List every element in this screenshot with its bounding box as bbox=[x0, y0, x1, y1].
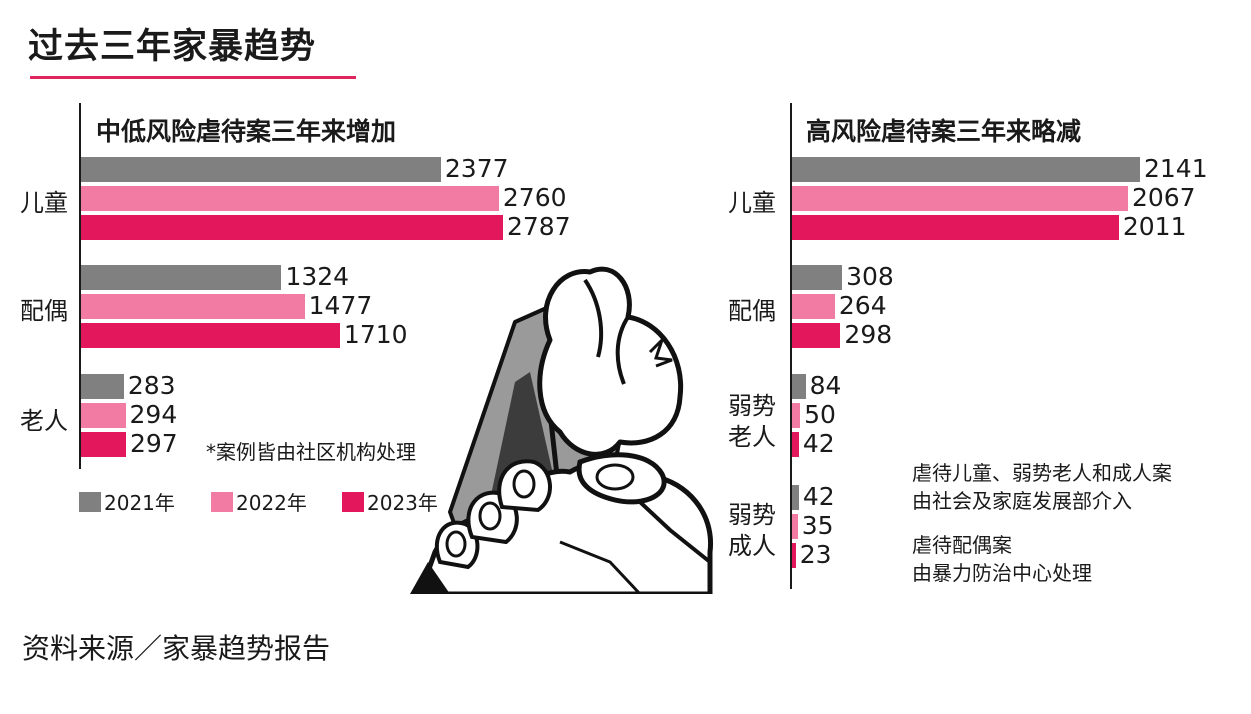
legend-swatch bbox=[211, 491, 233, 512]
bar-value-label: 42 bbox=[802, 429, 835, 458]
agency-note-line: 虐待配偶案 bbox=[912, 533, 1012, 557]
bar-2021-4 bbox=[792, 485, 799, 510]
page-title: 过去三年家暴趋势 bbox=[28, 27, 317, 67]
bar-value-label: 84 bbox=[809, 371, 842, 400]
bar-2021-1 bbox=[792, 157, 1140, 182]
bar-2022-2 bbox=[81, 294, 305, 319]
right-category-label-line: 弱势 bbox=[728, 501, 776, 529]
right-category-label-line: 老人 bbox=[728, 423, 776, 451]
bar-value-label: 35 bbox=[801, 511, 834, 540]
bar-2023-1 bbox=[792, 215, 1119, 240]
legend-label: 2023年 bbox=[367, 491, 438, 515]
bar-2022-2 bbox=[792, 294, 835, 319]
legend-label: 2021年 bbox=[104, 491, 175, 515]
bar-2023-3 bbox=[792, 432, 799, 457]
bar-2023-3 bbox=[81, 432, 126, 457]
legend-item-2021: 2021年 bbox=[79, 487, 175, 516]
bar-2021-3 bbox=[81, 374, 124, 399]
legend-label: 2022年 bbox=[236, 491, 307, 515]
bar-2022-3 bbox=[81, 403, 126, 428]
legend-swatch bbox=[79, 491, 101, 512]
bar-2022-1 bbox=[792, 186, 1128, 211]
title-underline bbox=[30, 76, 356, 79]
legend-item-2023: 2023年 bbox=[342, 487, 438, 516]
bar-value-label: 42 bbox=[802, 482, 835, 511]
left-category-label: 儿童 bbox=[20, 189, 68, 217]
bar-value-label: 264 bbox=[838, 291, 887, 320]
agency-note-line: 虐待儿童、弱势老人和成人案 bbox=[912, 461, 1172, 485]
bar-2021-2 bbox=[792, 265, 843, 290]
bar-2021-1 bbox=[81, 157, 441, 182]
source-credit: 资料来源／家暴趋势报告 bbox=[22, 632, 331, 665]
right-chart-title: 高风险虐待案三年来略减 bbox=[806, 117, 1082, 146]
left-chart-title: 中低风险虐待案三年来增加 bbox=[96, 117, 397, 146]
bar-value-label: 1710 bbox=[343, 320, 408, 349]
right-chart-axis bbox=[790, 103, 792, 589]
legend-item-2022: 2022年 bbox=[211, 487, 307, 516]
bar-value-label: 308 bbox=[846, 262, 894, 291]
bar-value-label: 2377 bbox=[444, 154, 509, 183]
right-category-label-line: 成人 bbox=[728, 532, 776, 560]
footnote: *案例皆由社区机构处理 bbox=[206, 440, 416, 464]
bar-2021-2 bbox=[81, 265, 282, 290]
bar-value-label: 1477 bbox=[308, 291, 373, 320]
right-category-label: 弱势 老人 bbox=[716, 391, 788, 453]
right-category-label: 儿童 bbox=[728, 189, 776, 217]
bar-2022-4 bbox=[792, 514, 798, 539]
bar-value-label: 23 bbox=[799, 540, 832, 569]
bar-value-label: 297 bbox=[129, 429, 178, 458]
bar-value-label: 294 bbox=[129, 400, 178, 429]
right-category-label: 弱势 成人 bbox=[716, 500, 788, 562]
bar-2023-2 bbox=[792, 323, 841, 348]
bar-value-label: 2760 bbox=[502, 183, 567, 212]
bar-2021-3 bbox=[792, 374, 806, 399]
bar-value-label: 2011 bbox=[1122, 212, 1187, 241]
left-chart-axis bbox=[79, 103, 81, 469]
agency-note-line: 由社会及家庭发展部介入 bbox=[912, 489, 1132, 513]
bar-2023-4 bbox=[792, 543, 796, 568]
right-category-label-line: 弱势 bbox=[728, 392, 776, 420]
bar-2022-1 bbox=[81, 186, 499, 211]
right-category-label: 配偶 bbox=[728, 297, 776, 325]
bar-value-label: 2067 bbox=[1131, 183, 1196, 212]
bar-2023-2 bbox=[81, 323, 340, 348]
bar-value-label: 283 bbox=[127, 371, 176, 400]
left-category-label: 老人 bbox=[20, 407, 68, 435]
agency-note-line: 由暴力防治中心处理 bbox=[912, 561, 1092, 585]
wrist-grab-illustration bbox=[410, 266, 714, 594]
left-category-label: 配偶 bbox=[20, 297, 68, 325]
bar-value-label: 2787 bbox=[507, 212, 571, 241]
bar-value-label: 2141 bbox=[1144, 154, 1208, 183]
bar-2022-3 bbox=[792, 403, 801, 428]
bar-value-label: 1324 bbox=[285, 262, 350, 291]
bar-2023-1 bbox=[81, 215, 503, 240]
bar-value-label: 50 bbox=[804, 400, 836, 429]
bar-value-label: 298 bbox=[844, 320, 893, 349]
legend-swatch bbox=[342, 491, 364, 512]
